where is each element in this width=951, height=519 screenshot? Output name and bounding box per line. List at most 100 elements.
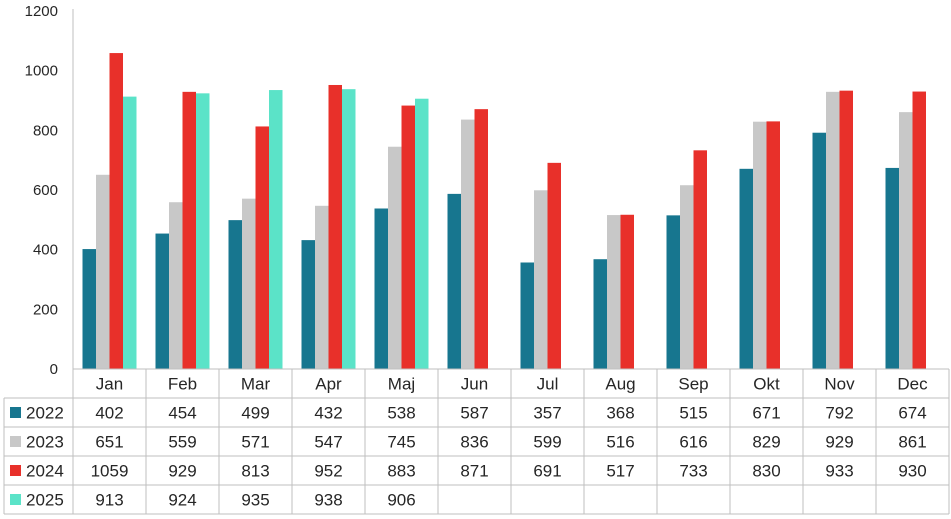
x-tick-label: Aug	[605, 375, 635, 394]
bar-2023-Nov	[826, 91, 840, 370]
data-label: 499	[241, 404, 269, 423]
data-label: 559	[168, 433, 196, 452]
y-tick-label: 800	[33, 122, 58, 139]
data-label: 432	[314, 404, 342, 423]
bar-2022-Jun	[447, 193, 461, 369]
bar-2022-Aug	[593, 259, 607, 369]
data-label: 571	[241, 433, 269, 452]
bar-2024-Apr	[328, 84, 342, 369]
y-tick-label: 200	[33, 301, 58, 318]
bar-2022-Sep	[666, 215, 680, 369]
data-label: 792	[825, 404, 853, 423]
data-label: 402	[95, 404, 123, 423]
bar-2023-Sep	[680, 185, 694, 369]
x-tick-label: Dec	[897, 375, 928, 394]
x-tick-label: Maj	[388, 375, 415, 394]
legend-key-2022	[10, 407, 21, 418]
data-label: 733	[679, 462, 707, 481]
bars	[82, 53, 926, 370]
data-label: 938	[314, 491, 342, 510]
bar-2025-Apr	[342, 89, 356, 369]
data-label: 929	[825, 433, 853, 452]
bar-2025-Maj	[415, 98, 429, 370]
bar-2023-Aug	[607, 215, 621, 369]
data-label: 674	[898, 404, 926, 423]
data-label: 616	[679, 433, 707, 452]
data-label: 929	[168, 462, 196, 481]
data-label: 516	[606, 433, 634, 452]
data-label: 599	[533, 433, 561, 452]
data-label: 935	[241, 491, 269, 510]
bar-2024-Okt	[766, 121, 780, 369]
bar-2022-Mar	[228, 220, 242, 369]
data-label: 924	[168, 491, 196, 510]
bar-2022-Okt	[739, 168, 753, 369]
bar-2023-Jul	[534, 190, 548, 369]
data-label: 538	[387, 404, 415, 423]
bar-2023-Apr	[315, 205, 329, 369]
x-tick-label: Jan	[96, 375, 123, 394]
data-label: 745	[387, 433, 415, 452]
x-tick-label: Mar	[241, 375, 271, 394]
data-label: 861	[898, 433, 926, 452]
legend-key-2023	[10, 436, 21, 447]
data-label: 454	[168, 404, 196, 423]
y-tick-label: 600	[33, 182, 58, 199]
bar-2025-Feb	[196, 93, 210, 369]
bar-2025-Mar	[269, 90, 283, 369]
bar-2024-Sep	[693, 150, 707, 369]
bar-2023-Mar	[242, 198, 256, 369]
data-label: 515	[679, 404, 707, 423]
data-label: 671	[752, 404, 780, 423]
bar-2022-Nov	[812, 132, 826, 369]
data-label: 883	[387, 462, 415, 481]
bar-2024-Feb	[182, 91, 196, 370]
data-label: 357	[533, 404, 561, 423]
data-label: 829	[752, 433, 780, 452]
bar-2024-Jul	[547, 162, 561, 369]
data-label: 913	[95, 491, 123, 510]
y-tick-label: 1000	[25, 63, 58, 80]
bar-2024-Maj	[401, 105, 415, 370]
x-tick-label: Feb	[168, 375, 197, 394]
bar-2024-Dec	[912, 91, 926, 370]
data-label: 930	[898, 462, 926, 481]
data-table: Jan Feb Mar Apr Maj Jun Jul Aug Sep Okt Nov Dec 2022…	[3, 368, 950, 515]
data-label: 368	[606, 404, 634, 423]
bar-2022-Maj	[374, 208, 388, 369]
legend-label: 2023	[26, 433, 64, 452]
bar-2025-Jan	[123, 96, 137, 369]
data-label: 547	[314, 433, 342, 452]
x-tick-label: Apr	[315, 375, 342, 394]
x-tick-label: Jul	[537, 375, 559, 394]
y-tick-label: 1200	[25, 3, 58, 20]
x-tick-label: Jun	[461, 375, 488, 394]
x-tick-label: Nov	[824, 375, 855, 394]
bar-2023-Jun	[461, 119, 475, 370]
data-label: 813	[241, 462, 269, 481]
data-label: 952	[314, 462, 342, 481]
legend-label: 2024	[26, 462, 64, 481]
data-label: 587	[460, 404, 488, 423]
y-tick-label: 0	[50, 361, 58, 378]
bar-2022-Jul	[520, 262, 534, 369]
bar-2024-Nov	[839, 90, 853, 369]
bar-2024-Mar	[255, 126, 269, 369]
legend-label: 2022	[26, 404, 64, 423]
data-label: 517	[606, 462, 634, 481]
x-tick-label: Okt	[753, 375, 780, 394]
bar-2023-Okt	[753, 121, 767, 369]
bar-2023-Jan	[96, 174, 110, 369]
y-axis: 0 200 400 600 800 1000 1200	[25, 3, 74, 378]
bar-2022-Dec	[885, 167, 899, 369]
bar-2023-Feb	[169, 202, 183, 369]
y-tick-label: 400	[33, 242, 58, 259]
legend-key-2025	[10, 494, 21, 505]
data-label: 691	[533, 462, 561, 481]
data-label: 836	[460, 433, 488, 452]
bar-2024-Jun	[474, 109, 488, 369]
data-label: 871	[460, 462, 488, 481]
data-label: 830	[752, 462, 780, 481]
bar-2024-Aug	[620, 214, 634, 369]
